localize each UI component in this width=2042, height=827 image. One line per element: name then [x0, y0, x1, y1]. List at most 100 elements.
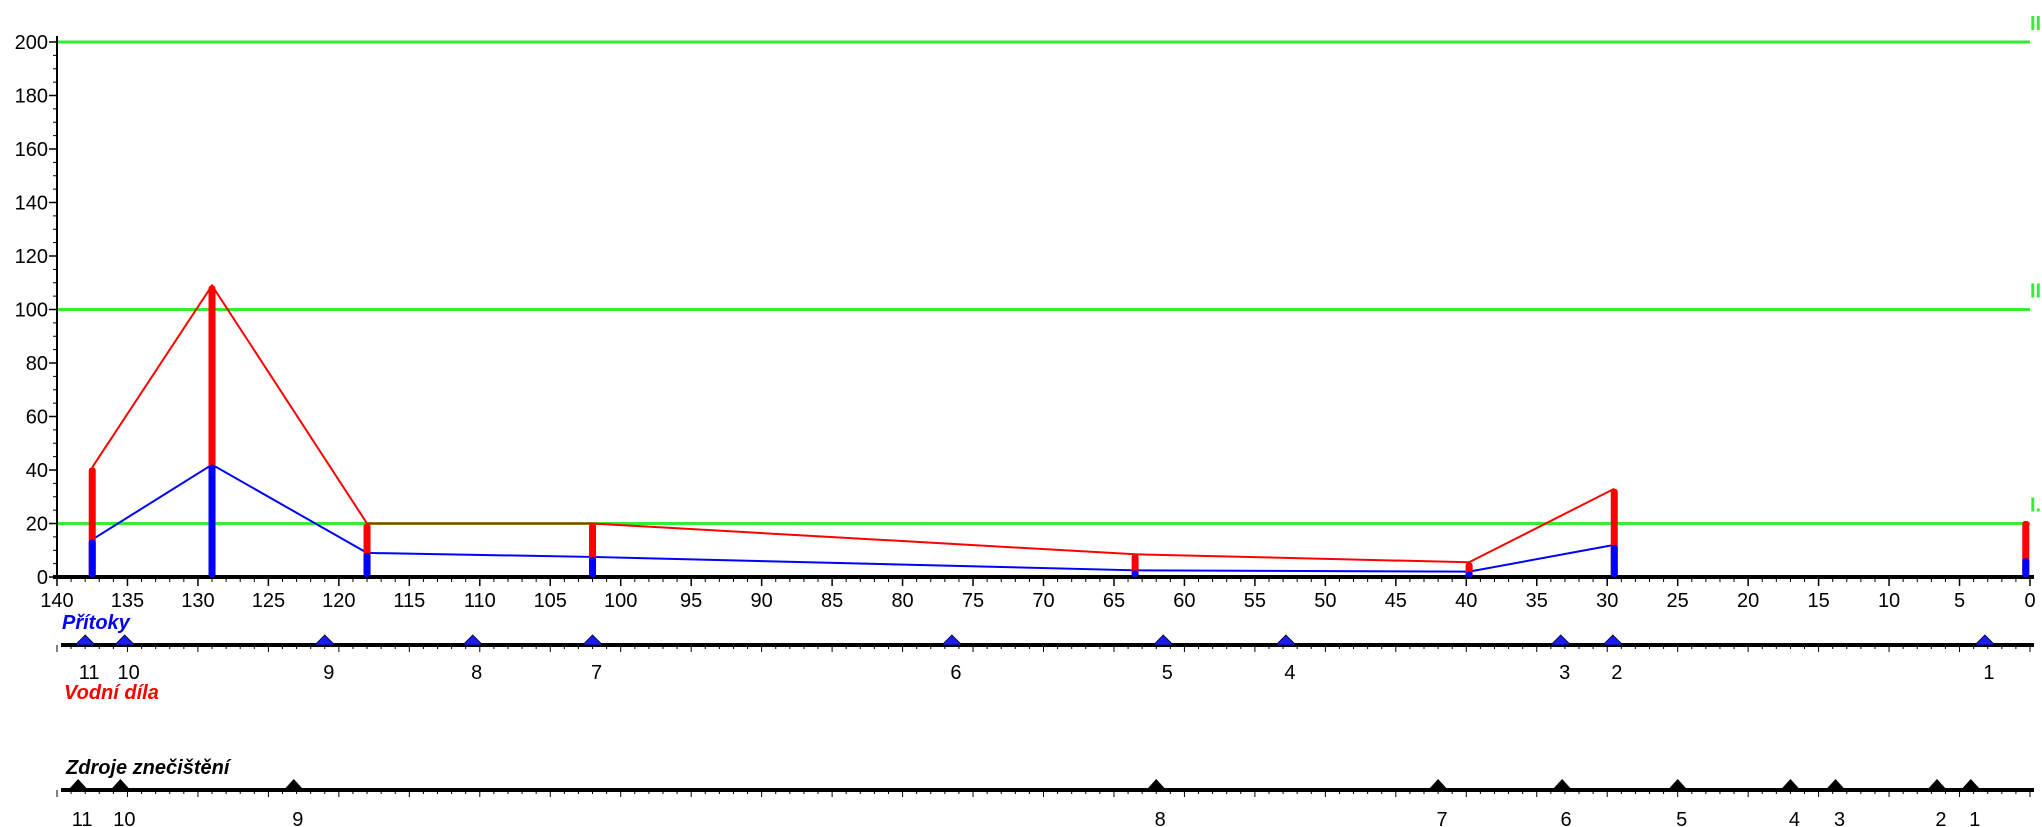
x-tick-label-130: 130 [181, 590, 214, 612]
track-marker-8 [461, 634, 484, 646]
track-marker-9 [313, 634, 336, 646]
y-tick-label-180: 180 [15, 86, 48, 108]
y-axis: 0 20 40 60 80 100 120 140 160 180 200 [15, 32, 58, 589]
track-marker-3 [1825, 779, 1846, 790]
y-tick-label-20: 20 [26, 514, 48, 536]
track-marker-label-2: 2 [1611, 662, 1622, 684]
bar-1-3 [589, 556, 597, 577]
x-tick-label-10: 10 [1878, 590, 1900, 612]
y-tick-label-40: 40 [26, 460, 48, 482]
bar-1-2 [363, 552, 371, 577]
series-line-0 [91, 283, 1615, 564]
x-tick-label-75: 75 [962, 590, 984, 612]
x-tick-label-25: 25 [1667, 590, 1689, 612]
x-tick-label-5: 5 [1954, 590, 1965, 612]
x-tick-label-125: 125 [252, 590, 285, 612]
track-title-vodni-dila: Vodní díla [64, 682, 159, 704]
track-marker-1 [1960, 779, 1981, 790]
track-marker-label-8: 8 [1155, 809, 1166, 827]
series-lines [91, 283, 1615, 573]
track-marker-label-4: 4 [1284, 662, 1295, 684]
x-tick-label-85: 85 [821, 590, 843, 612]
x-tick-label-55: 55 [1244, 590, 1266, 612]
y-tick-label-100: 100 [15, 300, 48, 322]
track-marker-2 [1926, 779, 1947, 790]
track-marker-label-5: 5 [1162, 662, 1173, 684]
track-marker-4 [1274, 634, 1297, 646]
track-marker-label-7: 7 [1437, 809, 1448, 827]
track-marker-label-11: 11 [72, 809, 93, 827]
y-tick-label-160: 160 [15, 139, 48, 161]
track-marker-10 [110, 779, 131, 790]
x-tick-label-0: 0 [2024, 590, 2035, 612]
bars [88, 285, 2030, 577]
bar-1-4 [1131, 570, 1139, 577]
track-marker-7 [1428, 779, 1449, 790]
track-marker-label-2: 2 [1935, 809, 1946, 827]
track-pritoky: 11 10 9 8 7 6 5 4 3 2 1 [56, 634, 2034, 684]
bar-1-5 [1465, 571, 1473, 577]
x-tick-label-20: 20 [1737, 590, 1759, 612]
track-marker-label-10: 10 [118, 662, 140, 684]
x-tick-label-45: 45 [1385, 590, 1407, 612]
track-marker-8 [1146, 779, 1167, 790]
track-marker-label-4: 4 [1789, 809, 1800, 827]
x-axis: 140 135 130 125 120 115 110 105 100 95 90 85 80 75 70 6… [40, 575, 2036, 612]
track-marker-label-6: 6 [1561, 809, 1572, 827]
track-marker-5 [1152, 634, 1175, 646]
track-marker-6 [1552, 779, 1573, 790]
track-marker-label-3: 3 [1834, 809, 1845, 827]
track-marker-label-5: 5 [1676, 809, 1687, 827]
x-tick-label-40: 40 [1455, 590, 1477, 612]
track-marker-label-9: 9 [292, 809, 303, 827]
x-tick-label-65: 65 [1103, 590, 1125, 612]
x-tick-label-135: 135 [111, 590, 144, 612]
track-marker-11 [68, 779, 89, 790]
x-tick-label-35: 35 [1526, 590, 1548, 612]
track-marker-label-1: 1 [1969, 809, 1980, 827]
x-tick-label-120: 120 [322, 590, 355, 612]
track-marker-10 [113, 634, 136, 646]
x-tick-label-90: 90 [751, 590, 773, 612]
x-tick-label-30: 30 [1596, 590, 1618, 612]
track-marker-label-10: 10 [113, 809, 135, 827]
x-tick-label-80: 80 [891, 590, 913, 612]
track-title-zdroje: Zdroje znečištění [65, 757, 232, 779]
track-marker-7 [581, 634, 604, 646]
track-title-pritoky: Přítoky [62, 612, 131, 634]
track-marker-4 [1780, 779, 1801, 790]
threshold-label-200: II [2030, 13, 2041, 35]
track-marker-1 [1973, 634, 1996, 646]
x-tick-label-95: 95 [680, 590, 702, 612]
y-tick-label-200: 200 [15, 32, 48, 54]
track-marker-label-11: 11 [79, 662, 100, 684]
track-marker-6 [940, 634, 963, 646]
track-marker-label-1: 1 [1983, 662, 1994, 684]
y-tick-label-140: 140 [15, 193, 48, 215]
track-marker-2 [1601, 634, 1624, 646]
bar-1-1 [208, 464, 216, 577]
track-marker-3 [1549, 634, 1572, 646]
y-tick-label-0: 0 [37, 567, 48, 589]
track-marker-label-7: 7 [591, 662, 602, 684]
track-marker-label-3: 3 [1559, 662, 1570, 684]
bar-1-6 [1610, 544, 1618, 577]
threshold-lines: I. II II [57, 13, 2041, 525]
y-tick-label-120: 120 [15, 246, 48, 268]
track-marker-11 [74, 634, 97, 646]
track-marker-label-6: 6 [950, 662, 961, 684]
x-tick-label-100: 100 [604, 590, 637, 612]
bar-1-7 [2022, 558, 2030, 577]
bar-1-0 [88, 539, 96, 577]
x-tick-label-15: 15 [1807, 590, 1829, 612]
x-tick-label-105: 105 [534, 590, 567, 612]
track-marker-9 [283, 779, 304, 790]
y-tick-label-60: 60 [26, 407, 48, 429]
threshold-label-100: II [2030, 281, 2041, 303]
x-tick-label-50: 50 [1314, 590, 1336, 612]
x-tick-label-115: 115 [393, 590, 425, 612]
x-tick-label-140: 140 [40, 590, 73, 612]
track-marker-5 [1667, 779, 1688, 790]
threshold-label-20: I. [2030, 495, 2041, 517]
x-tick-label-110: 110 [464, 590, 496, 612]
